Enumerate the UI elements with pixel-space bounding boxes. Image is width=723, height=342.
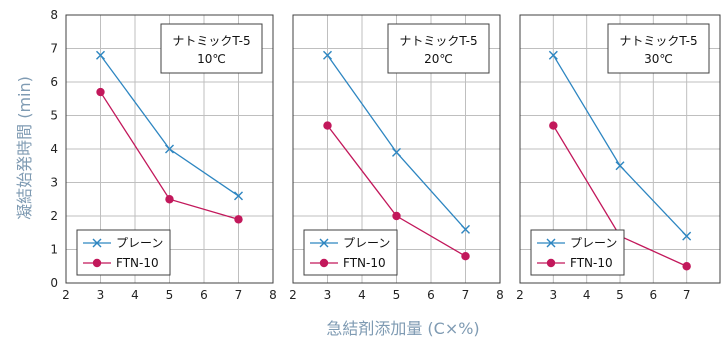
legend-entry-label: プレーン: [343, 236, 390, 250]
x-tick-label: 4: [131, 288, 139, 302]
plot-frame: [519, 14, 721, 284]
y-axis-label: 凝結始発時間 (min): [15, 76, 34, 220]
admixture-label: ナトミックT-5: [172, 34, 250, 48]
y-tick-label: 6: [50, 75, 58, 89]
legend-marker-circle: [92, 258, 102, 268]
plot-frame: [292, 14, 501, 284]
temperature-label: 10℃: [197, 52, 226, 66]
legend-entry-label: FTN-10: [343, 256, 386, 270]
data-point-plain: [615, 161, 625, 171]
x-tick-label: 7: [462, 288, 470, 302]
x-tick-label: 7: [683, 288, 691, 302]
data-point-plain: [323, 50, 332, 60]
data-point-plain: [682, 231, 692, 241]
data-point-plain: [234, 191, 243, 201]
data-point-plain: [165, 144, 174, 154]
data-point-plain: [461, 224, 470, 234]
admixture-label: ナトミックT-5: [619, 34, 697, 48]
y-tick-label: 5: [50, 109, 58, 123]
legend-marker-x: [319, 238, 329, 248]
plot-frame: [65, 14, 274, 284]
x-tick-label: 2: [289, 288, 297, 302]
data-point-ftn10: [96, 87, 105, 97]
x-tick-label: 7: [235, 288, 243, 302]
data-point-ftn10: [682, 262, 691, 271]
legend-marker-x: [92, 238, 102, 248]
chart-panel-1: 2 3 4 5 6 7 8 0 1 2 3 4 5 6 7 8 ナトミックT-5 10℃ プレーン FTN-10: [50, 8, 276, 302]
y-tick-label: 4: [50, 142, 58, 156]
admixture-label: ナトミックT-5: [399, 34, 477, 48]
y-tick-label: 1: [50, 243, 58, 257]
data-point-ftn10: [392, 211, 401, 221]
condition-box: [160, 23, 263, 74]
y-tick-label: 2: [50, 209, 58, 223]
chart-panels: 2 3 4 5 6 7 8 0 1 2 3 4 5 6 7 8 ナトミックT-5 10℃ プレーン FTN-10 2 3 4…: [50, 8, 721, 302]
legend-marker-circle: [319, 258, 329, 268]
condition-box: [607, 23, 710, 74]
x-tick-label: 3: [550, 288, 558, 302]
data-point-ftn10: [165, 195, 174, 204]
x-axis-label: 急結剤添加量 (C×%): [326, 319, 479, 338]
y-tick-label: 3: [50, 176, 58, 190]
x-tick-label: 6: [427, 288, 435, 302]
data-point-plain: [96, 50, 105, 60]
data-point-ftn10: [323, 121, 332, 130]
legend-marker-x: [546, 238, 556, 248]
data-point-ftn10: [234, 215, 243, 224]
x-tick-label: 4: [583, 288, 591, 302]
chart-panel-3: 2 3 4 5 6 7 ナトミックT-5 30℃ プレーン FTN-10: [516, 14, 721, 302]
x-tick-label: 5: [616, 288, 624, 302]
data-point-ftn10: [549, 121, 558, 130]
legend: [303, 229, 398, 276]
x-tick-label: 3: [97, 288, 105, 302]
x-tick-label: 5: [393, 288, 401, 302]
x-tick-label: 2: [516, 288, 524, 302]
x-tick-label: 4: [358, 288, 366, 302]
legend-marker-circle: [546, 258, 556, 268]
legend: [530, 229, 625, 276]
chart-panel-2: 2 3 4 5 6 7 8 ナトミックT-5 20℃ プレーン FTN-10: [289, 14, 504, 302]
legend: [76, 229, 171, 276]
data-point-ftn10: [461, 252, 470, 261]
y-tick-label: 7: [50, 42, 58, 56]
temperature-label: 20℃: [424, 52, 453, 66]
legend-entry-label: プレーン: [116, 236, 163, 250]
legend-entry-label: FTN-10: [570, 256, 613, 270]
x-tick-label: 6: [650, 288, 658, 302]
x-tick-label: 6: [200, 288, 208, 302]
y-tick-label: 8: [50, 8, 58, 22]
x-tick-label: 5: [166, 288, 174, 302]
legend-entry-label: プレーン: [570, 236, 617, 250]
x-tick-label: 8: [496, 288, 504, 302]
data-point-plain: [548, 50, 558, 60]
x-tick-label: 2: [62, 288, 70, 302]
condition-box: [387, 23, 490, 74]
temperature-label: 30℃: [644, 52, 673, 66]
legend-entry-label: FTN-10: [116, 256, 159, 270]
x-tick-label: 8: [269, 288, 277, 302]
data-point-plain: [392, 147, 401, 157]
x-tick-label: 3: [324, 288, 332, 302]
y-tick-label: 0: [50, 276, 58, 290]
